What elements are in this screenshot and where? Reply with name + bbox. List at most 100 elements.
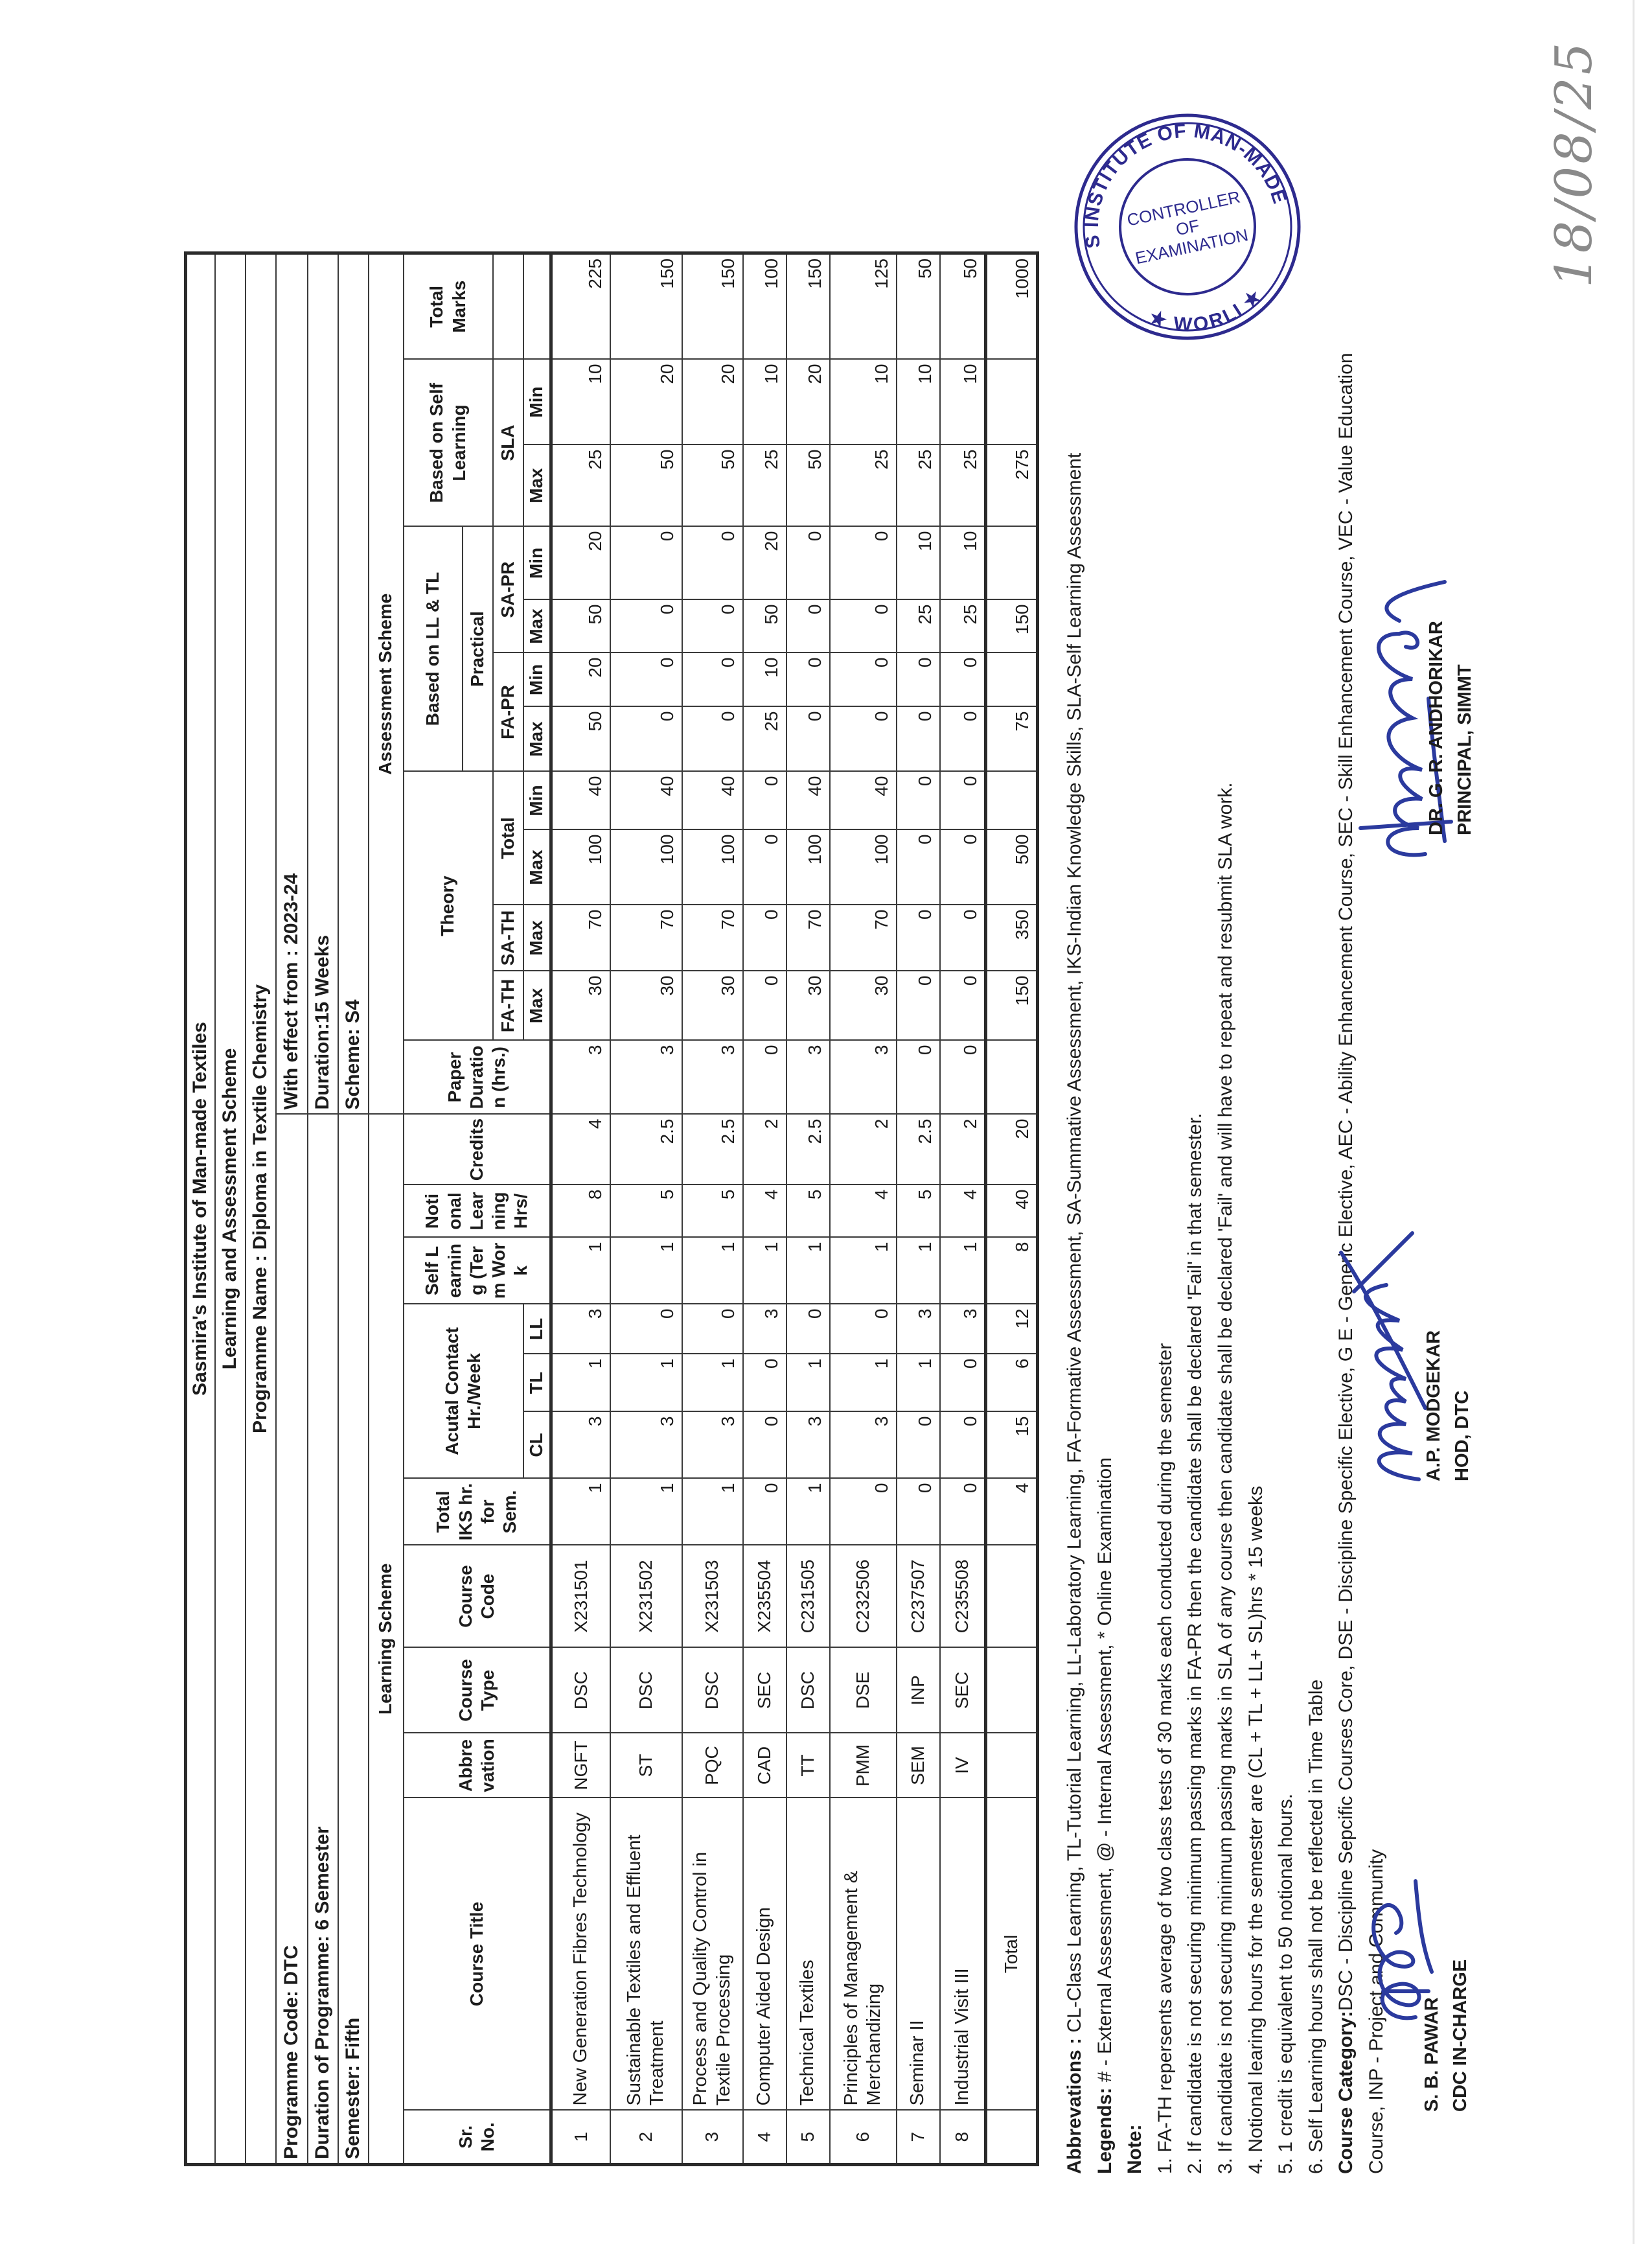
- cell-sa-pr-max: 25: [939, 599, 986, 653]
- cell-sla-min: 10: [742, 359, 786, 445]
- cell-course-code: C237507: [896, 1545, 940, 1648]
- header-theory-total: Total: [492, 771, 523, 905]
- cell-abbreviation: ST: [610, 1733, 682, 1798]
- cell-paper-duration: 3: [682, 1040, 743, 1115]
- cell-theory-total-min: 40: [551, 771, 610, 830]
- cell-tl: 1: [786, 1354, 830, 1412]
- note-item: 4. Notional learing hours for the semest…: [1245, 1486, 1267, 2174]
- cell-sa-pr-min: 0: [682, 526, 743, 600]
- header-blank: [523, 253, 551, 360]
- cell-iks-hours: 1: [682, 1478, 743, 1545]
- cell-course-title: Process and Quality Control in Textile P…: [682, 1798, 743, 2111]
- cell-course-code: [985, 1545, 1038, 1648]
- cell-tl: 1: [829, 1354, 897, 1412]
- table-row: 5 Technical Textiles TT DSC C231505 1 3 1 0 1 5 2.5…: [786, 253, 830, 2165]
- cell-notional-hours: 8: [551, 1185, 610, 1238]
- cell-sr-no: 8: [939, 2110, 986, 2165]
- signature-modgekar: [1339, 1231, 1427, 1481]
- signatory-name: S. B. PAWAR: [1421, 1997, 1442, 2112]
- cell-theory-total-max: 100: [829, 829, 897, 905]
- abbreviations-line: Abbrevations : CL-Class Learning, TL-Tut…: [1060, 36, 1090, 2174]
- cell-total-marks: 1000: [985, 253, 1038, 360]
- cell-total-marks: 50: [939, 253, 986, 360]
- header-sa-th: SA-TH: [492, 905, 523, 971]
- header-fa-pr: FA-PR: [492, 653, 523, 772]
- cell-ll: 3: [551, 1304, 610, 1354]
- cell-sla-min: 10: [939, 359, 986, 445]
- header-sa-th-max: Max: [523, 905, 551, 971]
- cell-cl: 0: [939, 1411, 986, 1479]
- cell-tl: 0: [742, 1354, 786, 1412]
- cell-fa-th-max: 30: [551, 971, 610, 1041]
- cell-notional-hours: 40: [985, 1185, 1038, 1238]
- cell-iks-hours: 1: [610, 1478, 682, 1545]
- cell-theory-total-max: 0: [742, 829, 786, 905]
- cell-course-title: Computer Aided Design: [742, 1798, 786, 2111]
- cell-tl: 0: [939, 1354, 986, 1412]
- cell-fa-th-max: 30: [682, 971, 743, 1041]
- cell-sla-max: 25: [742, 445, 786, 527]
- table-row: 7 Seminar II SEM INP C237507 0 0 1 3 1 5 2.5 0 0 0 0 0 0 0…: [896, 253, 940, 2165]
- cell-course-code: X235504: [742, 1545, 786, 1648]
- cell-fa-pr-min: 0: [682, 653, 743, 707]
- cell-cl: 3: [829, 1411, 897, 1479]
- cell-course-title: New Generation Fibres Technology: [551, 1798, 610, 2111]
- cell-sla-min: 10: [551, 359, 610, 445]
- cell-cl: 3: [786, 1411, 830, 1479]
- signatory-name: A.P. MODGEKAR: [1423, 1330, 1444, 1481]
- cell-total-marks: 50: [896, 253, 940, 360]
- cell-sla-max: 25: [939, 445, 986, 527]
- header-practical: Practical: [462, 526, 493, 772]
- cell-self-learning: 1: [896, 1237, 940, 1304]
- header-total-max: Max: [523, 829, 551, 905]
- header-iks-hours: Total IKS hr. for Sem.: [403, 1478, 551, 1545]
- header-abbreviation: Abbrevation: [403, 1733, 551, 1798]
- cell-sa-th-max: 70: [829, 905, 897, 971]
- cell-abbreviation: [985, 1733, 1038, 1798]
- table-row: 6 Principles of Management & Merchandizin…: [829, 253, 897, 2165]
- header-course-code: Course Code: [403, 1545, 551, 1648]
- cell-sla-max: 25: [896, 445, 940, 527]
- cell-iks-hours: 0: [829, 1478, 897, 1545]
- header-paper-duration: Paper Duration (hrs.): [403, 1040, 551, 1115]
- effect-from: With effect from : 2023-24: [275, 253, 308, 1115]
- cell-sa-th-max: 0: [939, 905, 986, 971]
- cell-theory-total-min: 40: [610, 771, 682, 830]
- cell-ll: 3: [939, 1304, 986, 1354]
- cell-notional-hours: 5: [896, 1185, 940, 1238]
- cell-fa-pr-max: 0: [829, 706, 897, 772]
- cell-course-type: SEC: [742, 1647, 786, 1733]
- cell-sr-no: 6: [829, 2110, 897, 2165]
- cell-theory-total-max: 0: [939, 829, 986, 905]
- course-category-label: Course Category:: [1335, 2011, 1357, 2174]
- cell-ll: 3: [896, 1304, 940, 1354]
- cell-abbreviation: PQC: [682, 1733, 743, 1798]
- cell-iks-hours: 1: [786, 1478, 830, 1545]
- cell-sa-pr-min: 0: [786, 526, 830, 600]
- cell-paper-duration: 0: [742, 1040, 786, 1115]
- cell-ll: 3: [742, 1304, 786, 1354]
- cell-iks-hours: 1: [551, 1478, 610, 1545]
- cell-abbreviation: SEM: [896, 1733, 940, 1798]
- cell-sa-th-max: 70: [551, 905, 610, 971]
- cell-sa-pr-max: 0: [829, 599, 897, 653]
- cell-iks-hours: 0: [896, 1478, 940, 1545]
- cell-sla-max: 50: [682, 445, 743, 527]
- cell-course-type: INP: [896, 1647, 940, 1733]
- signatory-modgekar: A.P. MODGEKAR HOD, DTC: [1419, 1330, 1476, 1481]
- signatory-name: DR. G. R. ANDHORIKAR: [1426, 621, 1447, 835]
- cell-self-learning: 1: [610, 1237, 682, 1304]
- cell-self-learning: 1: [682, 1237, 743, 1304]
- header-based-self-learning: Based on Self Learning: [403, 359, 493, 527]
- course-category-line-2: Course, INP - Project and Community: [1365, 1849, 1387, 2174]
- cell-tl: 1: [610, 1354, 682, 1412]
- abbreviations-text: CL-Class Learning, TL-Tutorial Learning,…: [1064, 452, 1085, 2038]
- header-sa-pr-min: Min: [523, 526, 551, 600]
- table-row: 4 Computer Aided Design CAD SEC X235504 0 0 0 3 1…: [742, 253, 786, 2165]
- duration-programme: Duration of Programme: 6 Semester: [307, 1114, 338, 2165]
- cell-credits: 2.5: [786, 1114, 830, 1185]
- header-total-marks: Total Marks: [403, 253, 493, 360]
- header-fa-pr-max: Max: [523, 706, 551, 772]
- header-based-ll-tl: Based on LL & TL: [403, 526, 463, 772]
